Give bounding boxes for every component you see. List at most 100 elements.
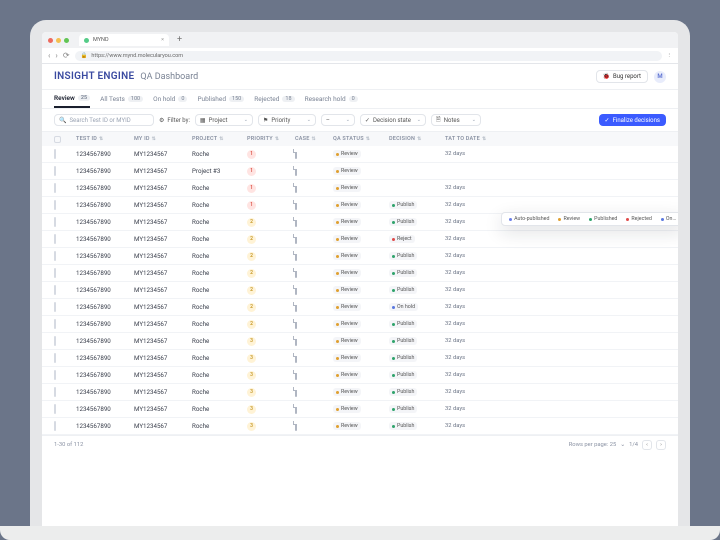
prev-page-button[interactable]: ‹ xyxy=(642,440,652,450)
table-row[interactable]: 1234567890MY1234567Roche1Review32 days xyxy=(42,146,678,163)
case-file-icon[interactable] xyxy=(295,302,297,312)
decision-filter[interactable]: ✓ Decision state ⌄ xyxy=(360,114,426,126)
bug-report-button[interactable]: 🐞 Bug report xyxy=(596,70,648,83)
case-file-icon[interactable] xyxy=(295,285,297,295)
column-header[interactable]: DECISION ⇅ xyxy=(389,136,445,142)
min-dot[interactable] xyxy=(56,38,61,43)
table-row[interactable]: 1234567890MY1234567Roche3ReviewPublish32… xyxy=(42,384,678,401)
decision-pill[interactable]: Publish xyxy=(389,252,417,260)
close-dot[interactable] xyxy=(48,38,53,43)
column-header[interactable]: MY ID ⇅ xyxy=(134,136,192,142)
decision-pill[interactable]: Publish xyxy=(389,201,417,209)
avatar[interactable]: M xyxy=(654,71,666,83)
row-checkbox[interactable] xyxy=(54,370,56,380)
chevron-down-icon[interactable]: ⌄ xyxy=(620,442,625,448)
case-file-icon[interactable] xyxy=(295,353,297,363)
row-checkbox[interactable] xyxy=(54,336,56,346)
table-row[interactable]: 1234567890MY1234567Roche3ReviewPublish32… xyxy=(42,333,678,350)
row-checkbox[interactable] xyxy=(54,217,56,227)
row-checkbox[interactable] xyxy=(54,268,56,278)
back-icon[interactable]: ‹ xyxy=(48,51,50,60)
table-row[interactable]: 1234567890MY1234567Roche3ReviewPublish32… xyxy=(42,350,678,367)
row-checkbox[interactable] xyxy=(54,166,56,176)
case-file-icon[interactable] xyxy=(295,268,297,278)
finalize-button[interactable]: ✓ Finalize decisions xyxy=(599,114,666,126)
empty-filter[interactable]: – ⌄ xyxy=(321,114,355,126)
notes-filter[interactable]: 🗎 Notes ⌄ xyxy=(431,114,481,126)
search-input[interactable]: 🔍 Search Test ID or MYID xyxy=(54,114,154,126)
column-header[interactable]: CASE ⇅ xyxy=(295,136,333,142)
table-row[interactable]: 1234567890MY1234567Roche2ReviewReject32 … xyxy=(42,231,678,248)
column-header[interactable]: PRIORITY ⇅ xyxy=(247,136,295,142)
decision-pill[interactable]: Publish xyxy=(389,371,417,379)
priority-filter[interactable]: ⚑ Priority ⌄ xyxy=(258,114,316,126)
table-row[interactable]: 1234567890MY1234567Roche1Review32 days xyxy=(42,180,678,197)
case-file-icon[interactable] xyxy=(295,149,297,159)
decision-pill[interactable]: Reject xyxy=(389,235,415,243)
decision-pill[interactable]: Publish xyxy=(389,388,417,396)
table-row[interactable]: 1234567890MY1234567Roche3ReviewPublish32… xyxy=(42,418,678,435)
case-file-icon[interactable] xyxy=(295,404,297,414)
row-checkbox[interactable] xyxy=(54,421,56,431)
case-file-icon[interactable] xyxy=(295,183,297,193)
case-file-icon[interactable] xyxy=(295,251,297,261)
row-checkbox[interactable] xyxy=(54,251,56,261)
case-file-icon[interactable] xyxy=(295,319,297,329)
column-header[interactable]: PROJECT ⇅ xyxy=(192,136,247,142)
decision-pill[interactable]: Publish xyxy=(389,320,417,328)
row-checkbox[interactable] xyxy=(54,149,56,159)
table-row[interactable]: 1234567890MY1234567Roche2ReviewPublish32… xyxy=(42,282,678,299)
table-row[interactable]: 1234567890MY1234567Roche2ReviewPublish32… xyxy=(42,316,678,333)
case-file-icon[interactable] xyxy=(295,421,297,431)
decision-pill[interactable]: Publish xyxy=(389,337,417,345)
row-checkbox[interactable] xyxy=(54,234,56,244)
menu-icon[interactable]: ⋮ xyxy=(667,53,673,59)
view-tab-published[interactable]: Published150 xyxy=(197,94,244,108)
decision-pill[interactable]: Publish xyxy=(389,354,417,362)
column-header[interactable]: QA STATUS ⇅ xyxy=(333,136,389,142)
table-row[interactable]: 1234567890MY1234567Roche2ReviewOn hold32… xyxy=(42,299,678,316)
decision-pill[interactable]: On hold xyxy=(389,303,418,311)
decision-pill[interactable]: Publish xyxy=(389,405,417,413)
row-checkbox[interactable] xyxy=(54,183,56,193)
decision-pill[interactable]: Publish xyxy=(389,218,417,226)
table-row[interactable]: 1234567890MY1234567Roche2ReviewPublish32… xyxy=(42,248,678,265)
new-tab-icon[interactable]: + xyxy=(177,35,182,45)
decision-pill[interactable]: Publish xyxy=(389,286,417,294)
rows-per-page[interactable]: Rows per page: 25 xyxy=(569,442,617,448)
view-tab-rejected[interactable]: Rejected18 xyxy=(254,94,294,108)
table-row[interactable]: 1234567890MY1234567Roche3ReviewPublish32… xyxy=(42,401,678,418)
view-tab-all-tests[interactable]: All Tests100 xyxy=(100,94,143,108)
row-checkbox[interactable] xyxy=(54,302,56,312)
row-checkbox[interactable] xyxy=(54,319,56,329)
url-field[interactable]: 🔒 https://www.mynd.molecularyou.com xyxy=(75,51,662,61)
decision-pill[interactable]: Publish xyxy=(389,269,417,277)
select-all-checkbox[interactable] xyxy=(54,136,61,143)
column-header[interactable]: TEST ID ⇅ xyxy=(76,136,134,142)
case-file-icon[interactable] xyxy=(295,217,297,227)
case-file-icon[interactable] xyxy=(295,387,297,397)
reload-icon[interactable]: ⟳ xyxy=(63,51,70,60)
row-checkbox[interactable] xyxy=(54,285,56,295)
table-row[interactable]: 1234567890MY1234567Project #31Review xyxy=(42,163,678,180)
next-page-button[interactable]: › xyxy=(656,440,666,450)
row-checkbox[interactable] xyxy=(54,353,56,363)
row-checkbox[interactable] xyxy=(54,200,56,210)
row-checkbox[interactable] xyxy=(54,404,56,414)
view-tab-research-hold[interactable]: Research hold0 xyxy=(305,94,358,108)
view-tab-review[interactable]: Review25 xyxy=(54,94,90,108)
case-file-icon[interactable] xyxy=(295,370,297,380)
case-file-icon[interactable] xyxy=(295,166,297,176)
browser-tab[interactable]: MYND × xyxy=(79,34,169,46)
column-header[interactable]: TAT TO DATE ⇅ xyxy=(445,136,495,142)
case-file-icon[interactable] xyxy=(295,336,297,346)
max-dot[interactable] xyxy=(64,38,69,43)
table-row[interactable]: 1234567890MY1234567Roche2ReviewPublish32… xyxy=(42,265,678,282)
case-file-icon[interactable] xyxy=(295,234,297,244)
project-filter[interactable]: ▦ Project ⌄ xyxy=(195,114,253,126)
view-tab-on-hold[interactable]: On hold0 xyxy=(153,94,187,108)
window-controls[interactable] xyxy=(48,38,69,43)
table-row[interactable]: 1234567890MY1234567Roche3ReviewPublish32… xyxy=(42,367,678,384)
case-file-icon[interactable] xyxy=(295,200,297,210)
forward-icon[interactable]: › xyxy=(55,51,57,60)
